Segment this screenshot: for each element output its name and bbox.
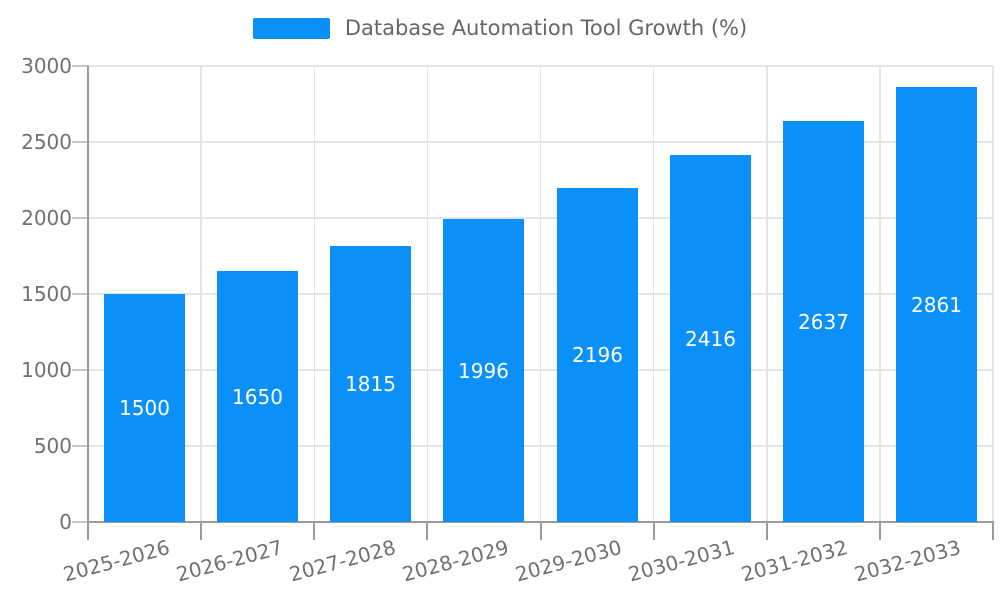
x-tick: [765, 522, 768, 540]
x-gridline: [652, 66, 655, 522]
bar-value-label: 2861: [911, 292, 962, 317]
bar[interactable]: 2637: [783, 121, 864, 522]
y-tick-label: 500: [33, 434, 72, 458]
bar[interactable]: 1815: [330, 246, 411, 522]
x-gridline: [426, 66, 429, 522]
bar-value-label: 2416: [685, 326, 736, 351]
y-tick-label: 3000: [21, 54, 72, 78]
bar[interactable]: 1650: [217, 271, 298, 522]
x-tick: [313, 522, 316, 540]
bar-value-label: 1996: [458, 358, 509, 383]
x-tick: [992, 522, 994, 540]
bar[interactable]: 2861: [896, 87, 977, 522]
x-tick: [539, 522, 542, 540]
y-tick: [72, 141, 88, 143]
x-tick-label: 2026-2027: [173, 535, 285, 587]
x-axis-line: [87, 521, 994, 523]
y-tick-label: 2000: [21, 206, 72, 230]
x-tick: [87, 522, 89, 540]
y-tick-label: 0: [59, 510, 72, 534]
x-gridline: [766, 66, 768, 522]
y-tick: [72, 445, 88, 447]
x-gridline: [539, 66, 542, 522]
x-tick: [878, 522, 881, 540]
bar-value-label: 1650: [232, 384, 283, 409]
x-gridline: [879, 66, 881, 522]
y-tick-label: 1000: [21, 358, 72, 382]
x-tick: [426, 522, 429, 540]
x-gridline: [313, 66, 315, 522]
x-tick-label: 2032-2033: [852, 535, 964, 587]
x-tick-label: 2027-2028: [286, 535, 399, 587]
legend-swatch-icon: [252, 17, 330, 39]
x-gridline: [200, 66, 202, 522]
legend[interactable]: Database Automation Tool Growth (%): [0, 16, 1000, 40]
x-tick-label: 2031-2032: [739, 535, 851, 587]
y-tick: [72, 293, 88, 295]
y-tick: [72, 65, 88, 67]
legend-label: Database Automation Tool Growth (%): [344, 16, 748, 40]
bar-value-label: 2196: [572, 343, 623, 367]
y-tick: [72, 521, 88, 523]
bar[interactable]: 2196: [557, 188, 638, 522]
x-tick: [200, 522, 203, 540]
x-tick-label: 2028-2029: [399, 535, 512, 587]
bar-value-label: 1815: [345, 372, 396, 396]
bar[interactable]: 2416: [670, 155, 751, 522]
x-tick-label: 2025-2026: [60, 535, 172, 587]
y-tick-label: 2500: [21, 130, 72, 154]
x-gridline: [992, 66, 994, 522]
bar-value-label: 1500: [119, 396, 170, 420]
bar[interactable]: 1500: [104, 294, 185, 522]
y-tick: [72, 369, 88, 371]
x-tick-label: 2029-2030: [512, 535, 625, 587]
bar-value-label: 2637: [798, 309, 849, 334]
bar[interactable]: 1996: [443, 219, 524, 522]
y-axis-line: [87, 66, 89, 522]
y-tick: [72, 217, 88, 219]
y-tick-label: 1500: [21, 282, 72, 306]
x-tick-label: 2030-2031: [625, 535, 738, 587]
x-tick: [652, 522, 655, 540]
